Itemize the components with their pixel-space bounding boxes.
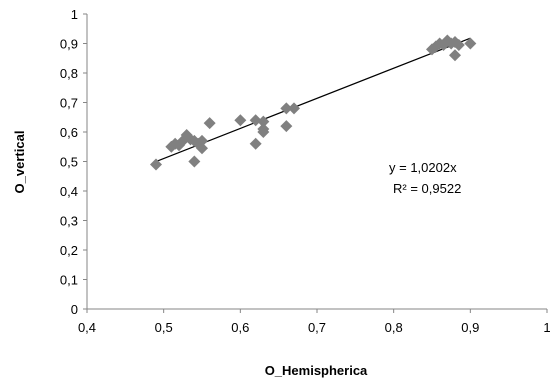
x-tick-label: 0,5 [155,320,173,335]
trendline-group [155,37,471,163]
data-point [288,102,300,115]
data-point [249,114,262,127]
data-point [449,49,461,62]
data-point [452,38,465,51]
y-tick-label: 0,5 [60,155,78,170]
data-point [196,134,208,147]
y-tick-label: 0,6 [60,125,78,140]
y-tick-label: 0,1 [60,273,78,288]
x-axis-title: O_Hemispherica [265,363,368,378]
data-point [280,102,293,115]
tick-labels: 0 0,1 0,2 0,3 0,4 0,5 0,6 0,7 0,8 0,9 1 0,4 0,5 0,6 0,… [60,7,551,335]
y-tick-label: 0,8 [60,66,78,81]
data-point [188,155,201,168]
x-tick-label: 0,8 [385,320,403,335]
trendline-equation: y = 1,0202x [389,160,457,175]
data-point [257,115,270,128]
y-tick-label: 0,3 [60,214,78,229]
axes [83,13,548,313]
y-axis-title: O_vertical [12,131,27,194]
data-point [150,158,162,171]
data-point [464,37,477,50]
data-point [196,142,208,155]
y-tick-label: 0,4 [60,184,78,199]
x-tick-label: 1 [543,320,550,335]
data-points [150,34,477,171]
x-tick-label: 0,9 [461,320,479,335]
x-tick-label: 0,6 [231,320,249,335]
y-tick-label: 1 [71,7,78,22]
data-point [249,137,262,150]
y-tick-label: 0,7 [60,96,78,111]
data-point [234,114,247,127]
data-point [280,120,293,133]
data-point [203,117,216,130]
y-tick-label: 0 [71,302,78,317]
data-point [257,123,270,136]
y-tick-label: 0,9 [60,37,78,52]
trendline [155,37,471,163]
x-tick-label: 0,7 [308,320,326,335]
y-tick-label: 0,2 [60,243,78,258]
r-squared-label: R² = 0,9522 [393,181,461,196]
x-tick-label: 0,4 [78,320,96,335]
